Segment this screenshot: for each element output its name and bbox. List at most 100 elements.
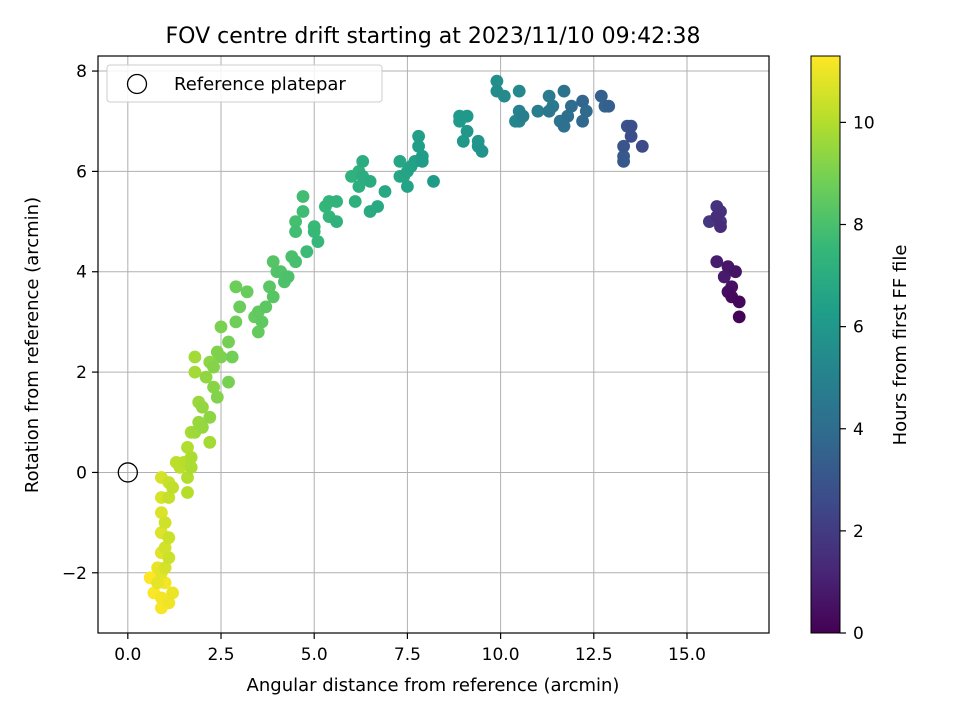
data-point — [729, 265, 742, 279]
data-points — [143, 74, 746, 615]
data-point — [289, 225, 302, 239]
data-point — [266, 290, 280, 304]
data-point — [579, 104, 593, 118]
colorbar-ticks: 0 2 4 6 8 10 — [840, 113, 875, 644]
data-point — [594, 89, 608, 103]
data-point — [196, 400, 209, 414]
colorbar-gradient — [810, 55, 841, 634]
data-point — [617, 155, 630, 168]
data-point — [557, 84, 571, 98]
data-point — [732, 295, 746, 309]
y-tick-label: 8 — [76, 62, 87, 82]
data-point — [289, 255, 302, 269]
data-point — [565, 99, 578, 113]
data-point — [207, 360, 221, 374]
data-point — [378, 185, 392, 198]
data-point — [181, 471, 194, 484]
colorbar-tick-label: 0 — [853, 624, 864, 644]
data-point — [158, 516, 172, 529]
data-point — [289, 215, 302, 229]
colorbar-tick-label: 8 — [853, 216, 864, 236]
data-point — [155, 506, 168, 519]
data-point — [255, 315, 269, 329]
data-point — [296, 205, 310, 218]
data-point — [624, 129, 638, 143]
data-point — [162, 491, 176, 504]
data-point — [330, 215, 343, 229]
data-point — [352, 180, 366, 193]
colorbar-label: Hours from first FF file — [890, 245, 911, 446]
colorbar: 0 2 4 6 8 10 Hours from first FF file — [810, 55, 911, 644]
y-tick-label: 0 — [76, 463, 87, 483]
data-point — [203, 410, 217, 424]
data-point — [475, 144, 489, 158]
x-tick-label: 2.5 — [207, 645, 234, 665]
x-tick-label: 10.0 — [482, 645, 520, 665]
data-point — [460, 124, 474, 138]
data-point — [166, 481, 180, 494]
data-point — [371, 200, 384, 213]
data-point — [561, 109, 575, 123]
data-point — [181, 486, 194, 499]
data-point — [576, 114, 589, 128]
data-point — [296, 190, 310, 203]
data-point — [542, 104, 556, 118]
y-tick-label: 6 — [76, 162, 87, 182]
data-point — [497, 89, 511, 103]
data-point — [363, 175, 377, 188]
data-point — [401, 180, 414, 193]
data-point — [210, 390, 224, 404]
data-point — [162, 596, 176, 610]
data-point — [415, 155, 429, 168]
data-point — [348, 195, 362, 208]
data-point — [576, 94, 589, 108]
y-tick-label: −2 — [62, 564, 87, 584]
data-point — [158, 541, 172, 555]
data-point — [203, 435, 217, 449]
colorbar-tick-label: 6 — [853, 318, 864, 338]
data-point — [222, 375, 235, 389]
data-point — [300, 245, 314, 259]
data-point — [557, 119, 571, 133]
data-point — [259, 300, 273, 314]
colorbar-tick-label: 4 — [853, 420, 864, 440]
data-point — [207, 380, 221, 394]
y-tick-label: 4 — [76, 263, 87, 283]
y-axis-ticks: −2 0 2 4 6 8 — [62, 62, 98, 584]
x-axis-label: Angular distance from reference (arcmin) — [247, 675, 620, 696]
x-tick-label: 0.0 — [114, 645, 141, 665]
grid-lines — [98, 56, 769, 633]
data-point — [229, 280, 243, 294]
data-point — [393, 155, 407, 168]
x-axis-ticks: 0.0 2.5 5.0 7.5 10.0 12.5 15.0 — [114, 633, 706, 665]
colorbar-tick-label: 2 — [853, 522, 864, 542]
data-point — [456, 134, 470, 148]
y-axis-label: Rotation from reference (arcmin) — [22, 197, 43, 493]
legend: Reference platepar — [106, 64, 383, 103]
data-point — [151, 576, 165, 590]
data-point — [356, 155, 370, 168]
data-point — [188, 365, 202, 379]
data-point — [732, 310, 746, 324]
plot-frame — [97, 55, 770, 634]
data-point — [717, 270, 731, 284]
y-tick-label: 2 — [76, 363, 87, 383]
data-point — [460, 109, 474, 123]
x-tick-label: 15.0 — [668, 645, 706, 665]
data-point — [307, 225, 321, 239]
data-point — [490, 74, 504, 88]
data-point — [229, 315, 243, 329]
data-point — [199, 370, 213, 384]
data-point — [225, 350, 239, 364]
data-point — [281, 270, 295, 284]
data-point — [240, 285, 254, 299]
data-point — [184, 451, 198, 464]
data-point — [624, 119, 638, 133]
data-point — [162, 531, 176, 545]
data-point — [512, 84, 526, 98]
chart-title: FOV centre drift starting at 2023/11/10 … — [166, 24, 701, 49]
data-point — [188, 350, 202, 364]
data-point — [516, 109, 530, 123]
data-point — [412, 139, 425, 153]
